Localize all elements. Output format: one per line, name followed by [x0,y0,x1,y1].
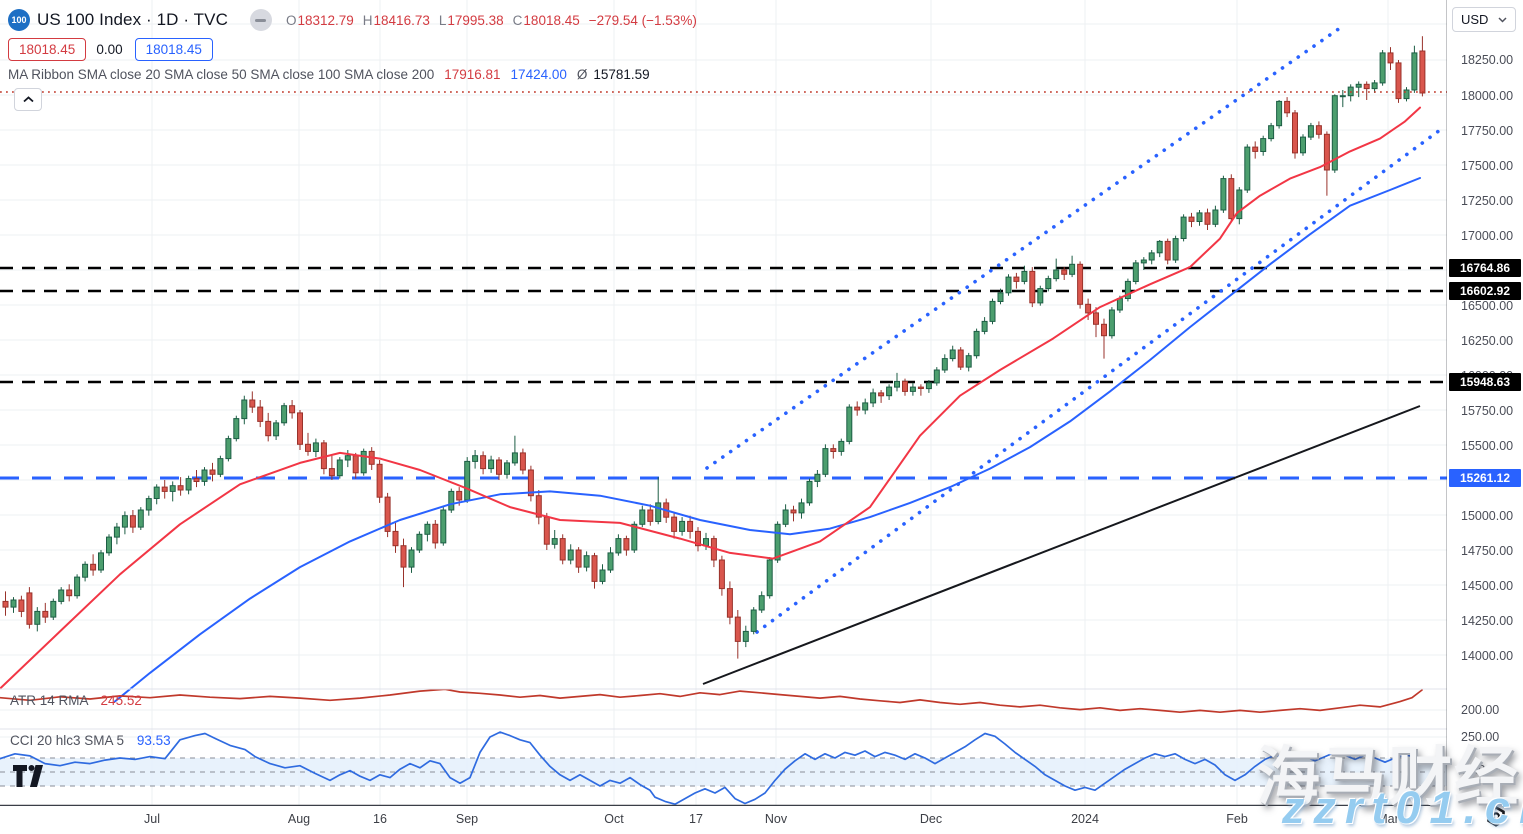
time-axis-label: Nov [764,812,788,826]
ma-ribbon-fast-value: 17916.81 [444,67,501,82]
symbol-title[interactable]: US 100 Index · 1D · TVC [37,10,228,29]
time-axis-label: 17 [689,812,703,826]
time-axis[interactable]: Jul Aug 16 Sep Oct 17 Nov Dec 2024 Feb Mar [0,806,1447,834]
price-box-blue[interactable]: 18018.45 [134,38,213,61]
price-axis-label: 16500.00 [1461,299,1514,313]
time-axis-label: Dec [919,812,943,826]
ma-ribbon-label: MA Ribbon SMA close 20 SMA close 50 SMA … [8,67,435,82]
tradingview-logo[interactable] [13,765,46,793]
price-axis-label: 18000.00 [1461,89,1514,103]
cci-label: CCI 20 hlc3 SMA 5 [10,733,125,748]
hide-indicator-icon[interactable] [249,9,272,31]
atr-label: ATR 14 RMA [10,693,88,708]
price-level-badge: 15948.63 [1449,373,1521,391]
atr-value: 245.52 [100,693,142,708]
close-label: C [512,12,523,28]
price-axis-label: 200.00 [1461,703,1500,717]
open-label: O [285,12,297,28]
axis-settings-button[interactable] [1485,806,1509,828]
high-value: 18416.73 [373,12,430,28]
atr-legend[interactable]: ATR 14 RMA 245.52 [10,693,142,708]
price-level-badge: 15261.12 [1449,469,1521,487]
price-axis-label: 0.00 [1461,763,1486,777]
time-axis-label: 16 [373,812,387,826]
time-axis-label: 2024 [1071,812,1099,826]
price-axis-label: 14000.00 [1461,649,1514,663]
open-value: 18312.79 [297,12,354,28]
change-value: −279.54 (−1.53%) [588,12,697,28]
time-axis-label: Sep [455,812,479,826]
price-axis-label: 14500.00 [1461,579,1514,593]
low-value: 17995.38 [447,12,504,28]
ma-ribbon-avg-value: 15781.59 [593,67,650,82]
high-label: H [362,12,373,28]
time-axis-label: Mar [1377,812,1399,826]
time-axis-label: Oct [604,812,624,826]
close-value: 18018.45 [523,12,580,28]
symbol-logo-icon: 100 [8,9,30,31]
price-box-red[interactable]: 18018.45 [8,38,87,61]
price-level-badge: 16764.86 [1449,259,1521,277]
cci-value: 93.53 [136,733,171,748]
price-axis-label: 15000.00 [1461,509,1514,523]
cci-legend[interactable]: CCI 20 hlc3 SMA 5 93.53 [10,733,171,748]
price-axis-label: 17250.00 [1461,194,1514,208]
price-axis-label: 17750.00 [1461,124,1514,138]
price-axis-label: 15500.00 [1461,439,1514,453]
price-axis-label: 18250.00 [1461,53,1514,67]
gear-icon [1487,806,1505,827]
price-axis-label: 17500.00 [1461,159,1514,173]
price-axis-label: 14750.00 [1461,544,1514,558]
ma-ribbon-slow-value: 17424.00 [510,67,567,82]
price-axis-label: 15750.00 [1461,404,1514,418]
time-axis-label: Feb [1226,812,1248,826]
chevron-down-icon [1498,16,1507,23]
ohlc-values: O 18312.79 H 18416.73 L 17995.38 C 18018… [286,13,697,28]
ma-ribbon-legend[interactable]: MA Ribbon SMA close 20 SMA close 50 SMA … [8,67,650,82]
low-label: L [438,12,447,28]
time-axis-label: Aug [287,812,311,826]
candles-layer [2,36,1426,659]
price-level-badge: 16602.92 [1449,282,1521,300]
collapse-legend-button[interactable] [14,88,42,111]
price-axis[interactable]: USD 18250.00 18000.00 17750.00 17500.00 1725… [1447,0,1523,834]
price-axis-label: 250.00 [1461,730,1500,744]
currency-value: USD [1461,12,1489,27]
price-axis-label: 14250.00 [1461,614,1514,628]
ma-ribbon-avg-label: Ø [576,67,588,82]
time-axis-label: Jul [144,812,160,826]
price-axis-label: 16250.00 [1461,334,1514,348]
price-box-zero: 0.00 [96,42,123,57]
price-axis-label: 17000.00 [1461,229,1514,243]
chevron-up-icon [22,96,34,103]
currency-select[interactable]: USD [1452,7,1516,32]
